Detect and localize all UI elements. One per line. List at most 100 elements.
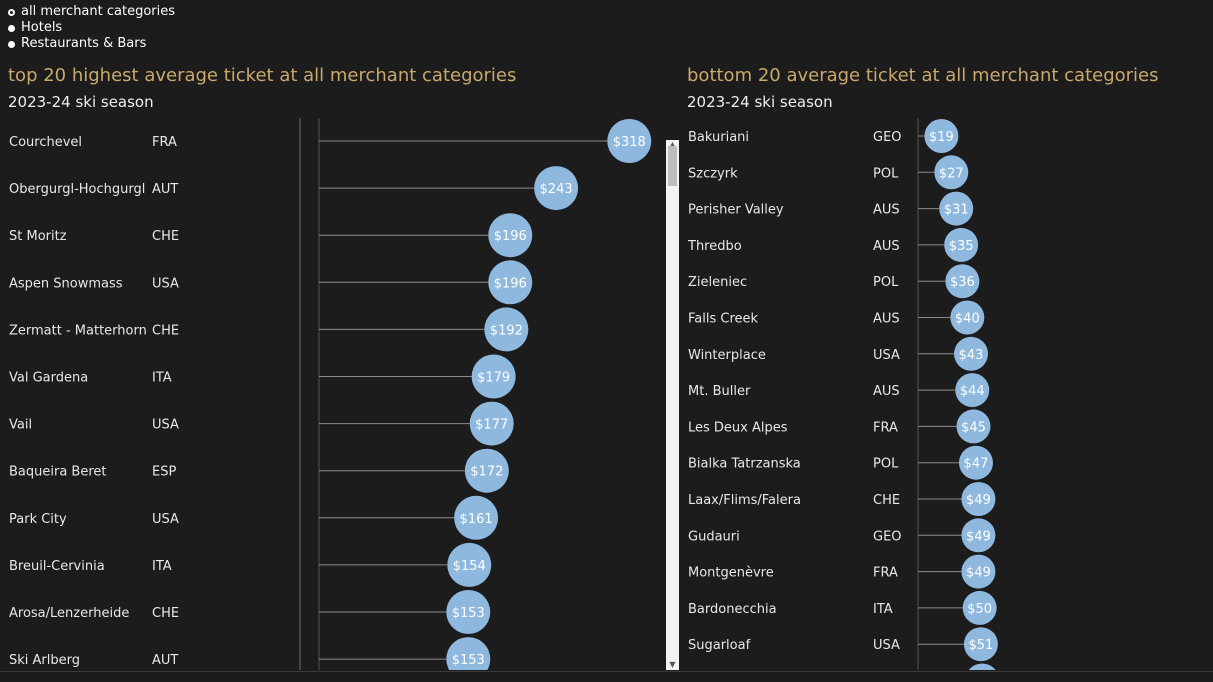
value-label: $44 (960, 384, 985, 399)
chart-row[interactable]: Bakuriani GEO $19 (688, 119, 959, 153)
chart-row[interactable]: Vail USA $177 (9, 401, 514, 446)
resort-label: Obergurgl-Hochgurgl (9, 182, 145, 197)
lollipop-dot[interactable] (961, 518, 996, 553)
resort-label: Aspen Snowmass (9, 276, 123, 291)
lollipop-dot[interactable] (534, 166, 579, 211)
resort-label: Baqueira Beret (9, 465, 107, 480)
chart-row[interactable]: Le Grand MassifFRA$52 (688, 663, 999, 671)
chart-row[interactable]: Thredbo AUS $35 (687, 227, 979, 262)
filter-option-label: all merchant categories (21, 4, 176, 19)
value-label: $40 (955, 312, 980, 327)
lollipop-dot[interactable] (607, 119, 652, 163)
filter-option-hotels[interactable]: Hotels (8, 20, 175, 36)
bottom20-chart-title: bottom 20 average ticket at all merchant… (687, 65, 1159, 86)
resort-label: Perisher Valley (688, 203, 784, 218)
radio-selected-icon[interactable] (8, 8, 15, 16)
country-label: FRA (873, 420, 898, 435)
resort-label: Ski Arlberg (9, 653, 80, 668)
lollipop-dot[interactable] (965, 663, 999, 671)
country-label: POL (873, 166, 899, 181)
value-label: $49 (966, 566, 991, 581)
value-label: $19 (929, 130, 954, 145)
radio-icon[interactable] (8, 40, 15, 48)
lollipop-dot[interactable] (464, 448, 509, 493)
chart-row[interactable]: Perisher Valley AUS $31 (688, 191, 974, 226)
chart-row[interactable]: Gudauri GEO $49 (688, 518, 996, 553)
lollipop-dot[interactable] (963, 627, 998, 662)
country-label: ITA (152, 559, 172, 574)
resort-label: Gudauri (688, 529, 740, 544)
lollipop-dot[interactable] (488, 213, 533, 258)
lollipop-dot[interactable] (961, 482, 996, 516)
filter-option-restaurants[interactable]: Restaurants & Bars (8, 36, 175, 52)
lollipop-dot[interactable] (944, 227, 979, 262)
top20-chart-subtitle: 2023-24 ski season (8, 93, 154, 111)
radio-icon[interactable] (8, 24, 15, 32)
lollipop-dot[interactable] (945, 264, 980, 299)
chart-row[interactable]: St Moritz CHE $196 (9, 213, 533, 258)
chart-row[interactable]: Laax/Flims/Falera CHE $49 (688, 482, 996, 516)
chart-row[interactable]: Bialka Tatrzanska POL $47 (688, 445, 993, 480)
lollipop-dot[interactable] (950, 300, 985, 335)
lollipop-dot[interactable] (469, 401, 514, 446)
resort-label: Bakuriani (688, 130, 749, 145)
country-label: USA (152, 418, 179, 433)
value-label: $31 (944, 203, 969, 218)
lollipop-dot[interactable] (488, 260, 533, 305)
lollipop-dot[interactable] (446, 590, 491, 634)
lollipop-dot[interactable] (958, 445, 993, 480)
scrollbar-thumb[interactable] (668, 146, 677, 186)
country-label: ITA (152, 371, 172, 386)
resort-label: Falls Creek (688, 312, 759, 327)
chart-row[interactable]: Arosa/Lenzerheide CHE $153 (9, 590, 491, 634)
country-label: CHE (873, 493, 900, 508)
chart-row[interactable]: Winterplace USA $43 (688, 336, 989, 371)
chart-row[interactable]: Szczyrk POL $27 (688, 155, 969, 190)
chart-row[interactable]: Baqueira Beret ESP $172 (9, 448, 509, 493)
chart-row[interactable]: Zieleniec POL $36 (688, 264, 980, 299)
lollipop-dot[interactable] (934, 155, 969, 190)
chart-row[interactable]: Sugarloaf USA $51 (688, 627, 998, 662)
country-label: FRA (152, 135, 177, 150)
lollipop-dot[interactable] (954, 336, 989, 371)
chart-row[interactable]: Bardonecchia ITA $50 (688, 590, 997, 625)
lollipop-dot[interactable] (471, 354, 516, 399)
chart-row[interactable]: Zermatt - Matterhorn CHE $192 (9, 307, 529, 352)
chart-row[interactable]: Val Gardena ITA $179 (9, 354, 516, 399)
lollipop-dot[interactable] (939, 191, 974, 226)
country-label: FRA (873, 566, 898, 581)
chart-row[interactable]: Falls Creek AUS $40 (688, 300, 985, 335)
value-label: $27 (939, 166, 964, 181)
lollipop-dot[interactable] (454, 495, 499, 540)
lollipop-dot[interactable] (447, 542, 492, 587)
chart-row[interactable]: Park City USA $161 (9, 495, 499, 540)
chart-row[interactable]: Ski Arlberg AUT $153 (9, 637, 491, 670)
lollipop-dot[interactable] (484, 307, 529, 352)
bottom-divider (0, 671, 1213, 672)
value-label: $36 (950, 275, 975, 290)
lollipop-dot[interactable] (446, 637, 491, 670)
scroll-up-icon[interactable]: ▲ (669, 140, 676, 149)
filter-option-label: Restaurants & Bars (21, 36, 147, 51)
country-label: CHE (152, 229, 179, 244)
scroll-down-icon[interactable]: ▼ (669, 660, 676, 669)
top20-scrollbar[interactable]: ▲ ▼ (666, 140, 679, 670)
lollipop-dot[interactable] (955, 373, 990, 408)
chart-row[interactable]: Courchevel FRA $318 (9, 119, 652, 163)
value-label: $153 (452, 606, 485, 621)
lollipop-dot[interactable] (956, 409, 991, 444)
lollipop-dot[interactable] (961, 554, 996, 589)
chart-row[interactable]: Les Deux Alpes FRA $45 (688, 409, 991, 444)
lollipop-dot[interactable] (962, 590, 997, 625)
lollipop-dot[interactable] (924, 119, 959, 153)
chart-row[interactable]: Montgenèvre FRA $49 (688, 554, 996, 589)
chart-row[interactable]: Mt. Buller AUS $44 (688, 373, 990, 408)
value-label: $243 (540, 182, 573, 197)
chart-row[interactable]: Obergurgl-Hochgurgl AUT $243 (9, 166, 579, 211)
chart-row[interactable]: Breuil-Cervinia ITA $154 (9, 542, 492, 587)
value-label: $49 (966, 493, 991, 508)
country-label: USA (152, 512, 179, 527)
chart-row[interactable]: Aspen Snowmass USA $196 (9, 260, 533, 305)
country-label: CHE (152, 323, 179, 338)
filter-option-all[interactable]: all merchant categories (8, 4, 175, 20)
